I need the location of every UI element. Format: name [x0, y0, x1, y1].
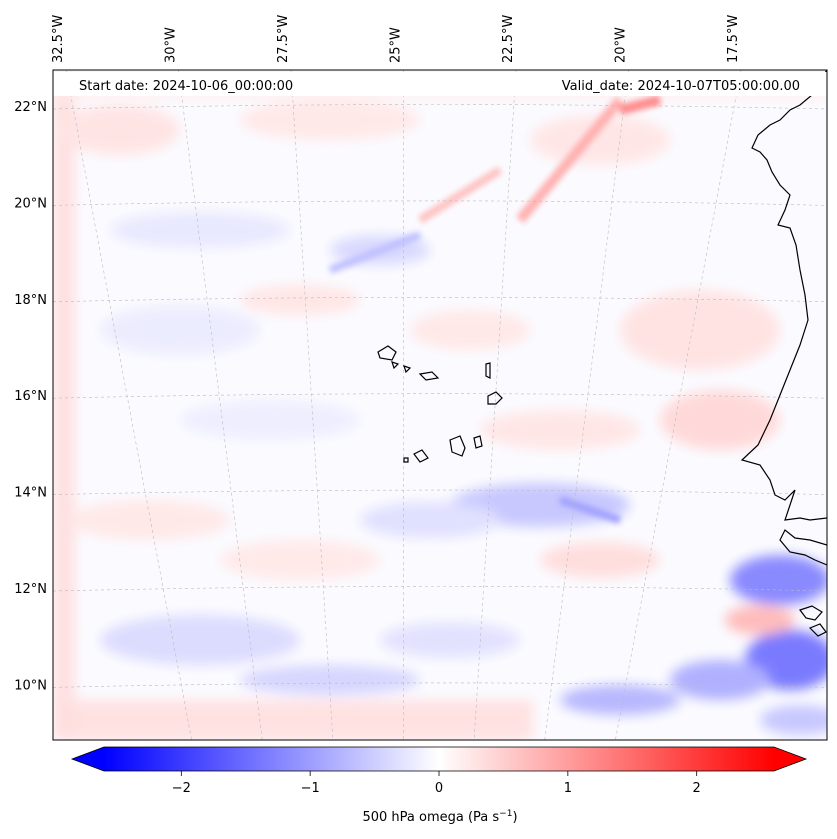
latitude-label: 12°N: [14, 582, 47, 597]
longitude-label: 20°W: [614, 27, 629, 63]
parallel-line: [53, 104, 827, 110]
graticule: [53, 70, 827, 740]
latitude-label: 20°N: [14, 196, 47, 211]
longitude-label: 25°W: [389, 27, 404, 63]
africa-coastline: [740, 70, 827, 521]
meridian-line: [178, 70, 263, 740]
colorbar-high-extend: [774, 747, 806, 771]
header-band: [53, 72, 827, 96]
latitude-label: 22°N: [14, 100, 47, 115]
longitude-labels: 32.5°W 30°W 27.5°W 25°W 22.5°W 20°W 17.5°W: [51, 15, 741, 63]
parallel-line: [53, 200, 827, 206]
longitude-label: 22.5°W: [501, 15, 516, 63]
latitude-label: 14°N: [14, 486, 47, 501]
colorbar-tick-label: 1: [564, 781, 572, 796]
omega-streaks: [328, 95, 662, 524]
longitude-label: 17.5°W: [726, 15, 741, 63]
parallel-line: [53, 586, 827, 592]
latitude-label: 18°N: [14, 293, 47, 308]
colorbar-label-close: ): [512, 810, 517, 825]
colorbar-tick-label: 2: [693, 781, 701, 796]
colorbar: −2 −1 0 1 2 500 hPa omega (Pa s−1): [70, 746, 808, 825]
meridian-line: [290, 70, 334, 740]
colorbar-outline: [70, 746, 808, 772]
longitude-label: 30°W: [164, 27, 179, 63]
parallel-line: [53, 297, 827, 303]
longitude-label: 27.5°W: [276, 15, 291, 63]
guinea-bissau-coastline: [779, 529, 827, 566]
longitude-label: 32.5°W: [51, 15, 66, 63]
colorbar-body: [104, 747, 774, 771]
meridian-line: [544, 70, 629, 740]
colorbar-tick-label: −2: [172, 781, 191, 796]
colorbar-ticks: −2 −1 0 1 2: [172, 771, 701, 796]
colorbar-label-main: 500 hPa omega (Pa s: [362, 810, 499, 825]
colorbar-tick-label: 0: [435, 781, 443, 796]
meridian-line: [473, 70, 517, 740]
parallel-line: [53, 489, 827, 495]
latitude-label: 10°N: [14, 678, 47, 693]
cape-verde-islands: [377, 345, 503, 463]
map-frame: [52, 69, 828, 741]
colorbar-label-exponent: −1: [499, 809, 512, 819]
colorbar-low-extend: [72, 747, 104, 771]
start-date-label: Start date: 2024-10-06_00:00:00: [79, 79, 293, 94]
colorbar-tick-label: −1: [301, 781, 320, 796]
parallel-line: [53, 682, 827, 688]
bijagos-islands: [799, 605, 827, 637]
parallel-line: [53, 393, 827, 399]
latitude-label: 16°N: [14, 389, 47, 404]
colorbar-label: 500 hPa omega (Pa s−1): [362, 809, 517, 825]
valid-date-label: Valid_date: 2024-10-07T05:00:00.00: [562, 79, 800, 94]
coastline: [377, 70, 827, 637]
latitude-labels: 22°N 20°N 18°N 16°N 14°N 12°N 10°N: [14, 100, 47, 693]
map-panel: Start date: 2024-10-06_00:00:00 Valid_da…: [53, 70, 827, 740]
